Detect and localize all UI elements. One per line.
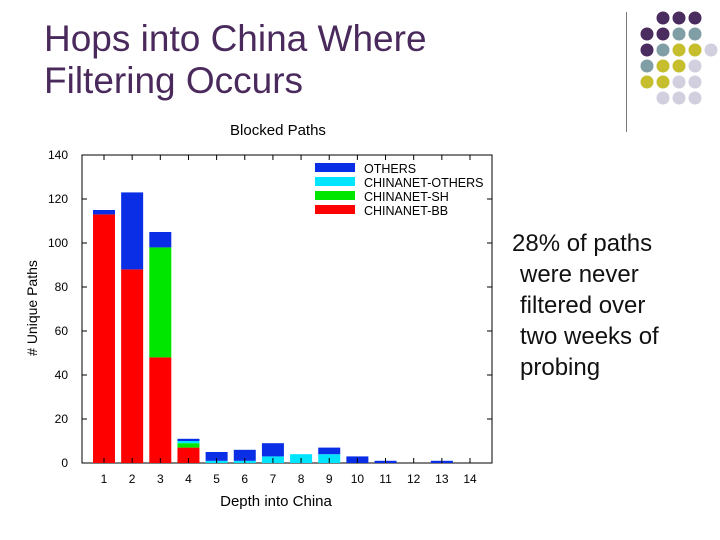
legend-swatch bbox=[315, 177, 355, 186]
decorative-dot bbox=[672, 75, 686, 89]
bar-segment-chinanet-bb bbox=[177, 447, 200, 463]
legend-swatch bbox=[315, 205, 355, 214]
bar-segment-chinanet-bb bbox=[93, 214, 115, 463]
legend: OTHERSCHINANET-OTHERSCHINANET-SHCHINANET… bbox=[315, 162, 483, 218]
side-note-line-5: probing bbox=[520, 354, 601, 381]
title-divider bbox=[626, 12, 627, 132]
legend-swatch bbox=[315, 163, 355, 172]
bars bbox=[93, 192, 453, 463]
bar-segment-chinanet-bb bbox=[121, 269, 144, 463]
decorative-dot bbox=[672, 43, 686, 57]
legend-label: CHINANET-BB bbox=[364, 204, 448, 218]
bar-segment-others bbox=[205, 452, 228, 461]
decorative-dot bbox=[688, 75, 702, 89]
bar-segment-chinanet-bb bbox=[149, 357, 172, 463]
bar-segment-chinanet-others bbox=[177, 441, 200, 444]
x-tick-label: 13 bbox=[435, 472, 449, 486]
x-tick-label: 12 bbox=[407, 472, 421, 486]
y-axis-label: # Unique Paths bbox=[24, 260, 40, 356]
bar-segment-chinanet-sh bbox=[149, 247, 172, 358]
bar-segment-others bbox=[93, 210, 115, 215]
x-tick-label: 5 bbox=[213, 472, 220, 486]
decorative-dot bbox=[656, 43, 670, 57]
decorative-dot bbox=[640, 59, 654, 73]
side-note-line-4: two weeks of bbox=[520, 323, 659, 350]
legend-label: CHINANET-SH bbox=[364, 190, 449, 204]
legend-swatch bbox=[315, 191, 355, 200]
x-tick-label: 4 bbox=[185, 472, 192, 486]
slide-title: Hops into China Where Filtering Occurs bbox=[44, 18, 564, 102]
y-tick-label: 40 bbox=[55, 368, 69, 382]
legend-label: CHINANET-OTHERS bbox=[364, 176, 483, 190]
x-tick-label: 7 bbox=[270, 472, 277, 486]
x-tick-label: 14 bbox=[463, 472, 477, 486]
decorative-dot bbox=[688, 43, 702, 57]
plot-frame bbox=[81, 154, 493, 464]
decorative-dot bbox=[672, 91, 686, 105]
decorative-dot bbox=[640, 27, 654, 41]
side-note-line-1: 28% of paths bbox=[512, 230, 653, 257]
y-tick-label: 80 bbox=[55, 280, 69, 294]
decorative-dot bbox=[656, 75, 670, 89]
legend-label: OTHERS bbox=[364, 162, 416, 176]
x-tick-label: 8 bbox=[298, 472, 305, 486]
side-note-line-2: were never bbox=[520, 261, 639, 288]
bar-segment-others bbox=[318, 447, 341, 455]
x-axis-label: Depth into China bbox=[220, 493, 332, 510]
decorative-dot bbox=[688, 11, 702, 25]
bar-segment-others bbox=[261, 443, 284, 457]
decorative-dot bbox=[704, 43, 718, 57]
decorative-dot bbox=[672, 27, 686, 41]
y-tick-label: 120 bbox=[48, 192, 68, 206]
y-tick-label: 140 bbox=[48, 148, 68, 162]
chart-title: Blocked Paths bbox=[230, 122, 326, 139]
x-tick-label: 1 bbox=[101, 472, 108, 486]
x-tick-label: 9 bbox=[326, 472, 333, 486]
decorative-dot bbox=[656, 11, 670, 25]
x-tick-label: 10 bbox=[351, 472, 365, 486]
decorative-dot bbox=[688, 27, 702, 41]
decorative-dot bbox=[656, 59, 670, 73]
y-tick-label: 20 bbox=[55, 412, 69, 426]
decorative-dot bbox=[688, 59, 702, 73]
x-tick-label: 3 bbox=[157, 472, 164, 486]
decorative-dot bbox=[640, 75, 654, 89]
x-tick-label: 6 bbox=[241, 472, 248, 486]
decorative-dot bbox=[656, 27, 670, 41]
decorative-dot-grid bbox=[640, 11, 718, 105]
x-tick-label: 11 bbox=[379, 472, 392, 486]
slide-title-line-1: Hops into China Where bbox=[44, 18, 427, 59]
decorative-dot bbox=[688, 91, 702, 105]
y-tick-label: 100 bbox=[48, 236, 68, 250]
bar-segment-chinanet-sh bbox=[177, 443, 200, 448]
bar-segment-others bbox=[177, 438, 200, 441]
side-note: 28% of paths were never filtered over tw… bbox=[512, 228, 712, 383]
bar-segment-others bbox=[149, 232, 172, 248]
bar-segment-others bbox=[233, 449, 256, 461]
y-tick-label: 0 bbox=[61, 456, 68, 470]
decorative-dot bbox=[672, 11, 686, 25]
slide-title-line-2: Filtering Occurs bbox=[44, 60, 304, 101]
y-tick-label: 60 bbox=[55, 324, 69, 338]
x-tick-label: 2 bbox=[129, 472, 136, 486]
decorative-dot bbox=[640, 43, 654, 57]
decorative-dot bbox=[672, 59, 686, 73]
bar-segment-others bbox=[121, 192, 144, 270]
side-note-line-3: filtered over bbox=[520, 292, 646, 319]
decorative-dot bbox=[656, 91, 670, 105]
